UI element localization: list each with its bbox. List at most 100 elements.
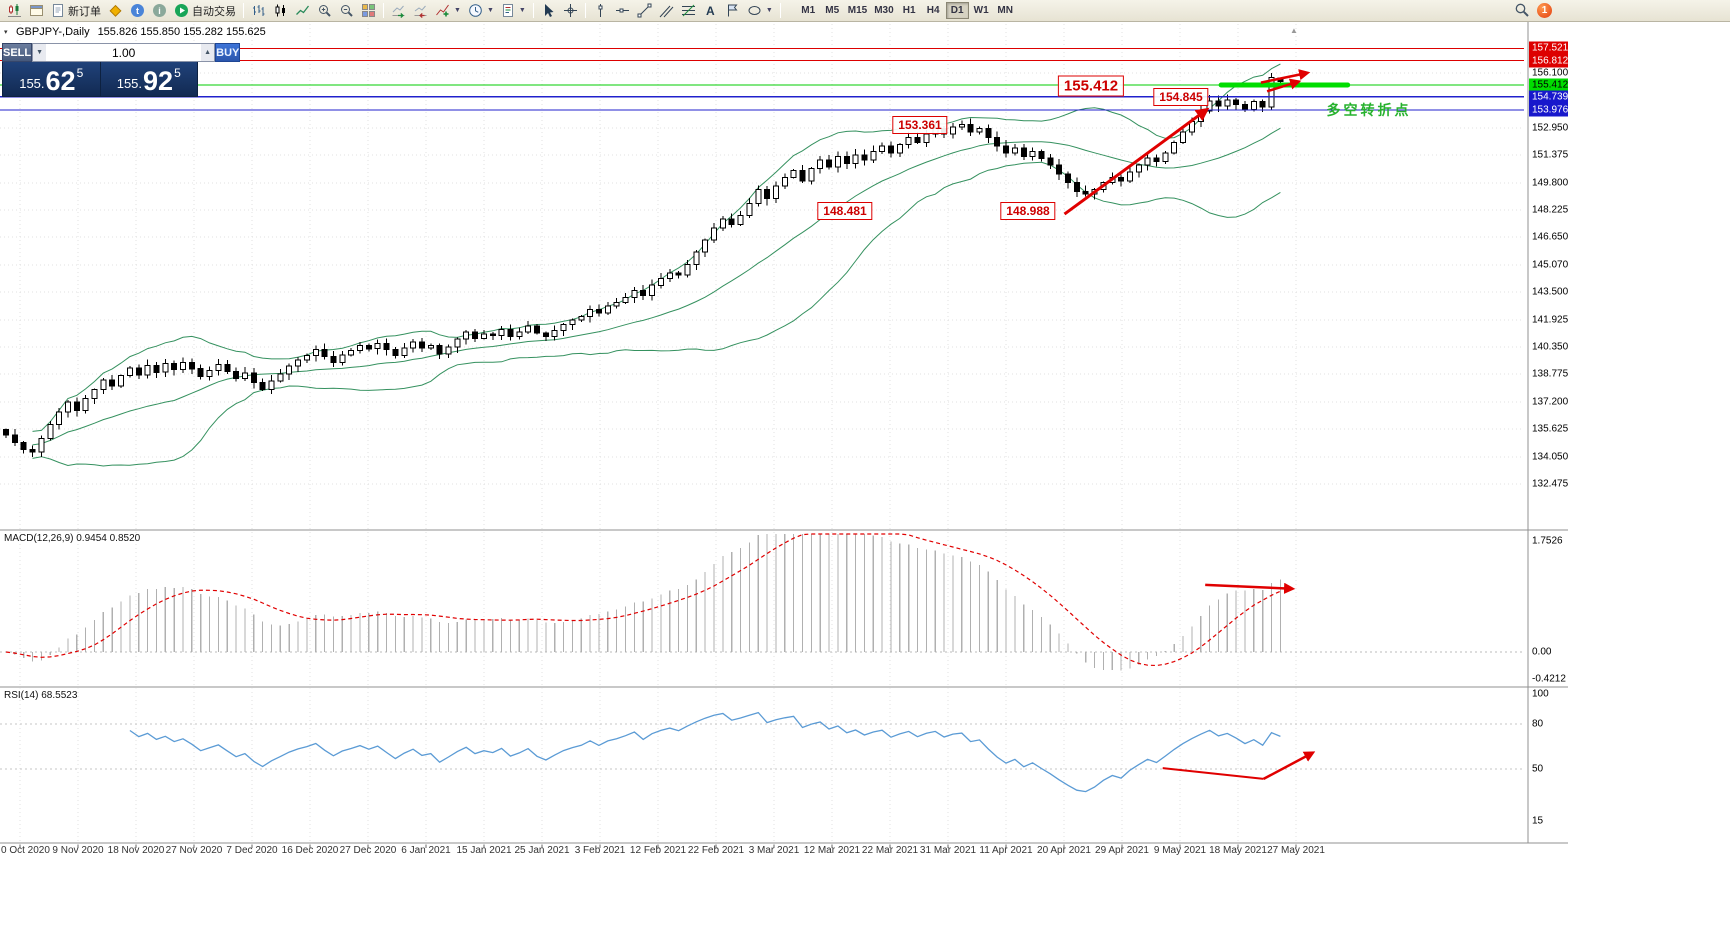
toolbar-separator bbox=[584, 3, 586, 18]
new-order-button[interactable]: 新订单 bbox=[48, 1, 104, 21]
metaeditor-icon[interactable] bbox=[105, 1, 126, 21]
dropdown-caret-icon: ▼ bbox=[765, 7, 773, 14]
trendline-icon bbox=[637, 3, 652, 18]
text-tool[interactable]: A bbox=[700, 1, 721, 21]
timeframe-d1-button[interactable]: D1 bbox=[945, 2, 969, 19]
timeframe-m5-button[interactable]: M5 bbox=[825, 5, 840, 16]
price-tick: 152.950 bbox=[1532, 122, 1569, 134]
periods-menu[interactable]: ▼ bbox=[465, 1, 497, 21]
volume-input[interactable] bbox=[46, 44, 202, 61]
timeframe-m30-button[interactable]: M30 bbox=[874, 5, 894, 16]
new-order-label: 新订单 bbox=[68, 5, 101, 18]
terminal-icon[interactable]: t bbox=[127, 1, 148, 21]
tiles-icon bbox=[362, 4, 375, 17]
template-icon bbox=[502, 4, 513, 17]
date-tick: 18 Nov 2020 bbox=[107, 845, 165, 856]
buy-button[interactable]: BUY bbox=[215, 43, 241, 62]
ellipse-icon bbox=[748, 6, 761, 15]
candlestick-chart-icon[interactable] bbox=[270, 1, 291, 21]
price-tick: 156.100 bbox=[1532, 67, 1569, 79]
price-marker-blue: 153.976 bbox=[1529, 103, 1568, 117]
notification-badge[interactable]: 1 bbox=[1537, 2, 1552, 18]
magnifier-plus-icon bbox=[319, 5, 331, 17]
cursor-icon[interactable] bbox=[538, 1, 559, 21]
label-tool[interactable] bbox=[722, 1, 743, 21]
rsi-label: RSI(14) 68.5523 bbox=[4, 690, 78, 701]
flag-icon bbox=[727, 4, 738, 17]
date-tick: 27 Dec 2020 bbox=[339, 845, 397, 856]
channel-icon bbox=[659, 5, 674, 18]
timeframe-m1-button[interactable]: M1 bbox=[801, 5, 816, 16]
blue-circle-icon: t bbox=[131, 4, 144, 17]
trade-controls-row: SELL ▼ ▲ BUY bbox=[2, 43, 241, 62]
trade-prices-row: 155. 62 5 155. 92 5 bbox=[2, 62, 198, 97]
date-tick: 9 Nov 2020 bbox=[52, 845, 104, 856]
symbol-title: GBPJPY-,Daily bbox=[16, 26, 90, 38]
symbol-collapse-icon[interactable]: ▾ bbox=[4, 29, 8, 36]
new-chart-icon[interactable] bbox=[4, 1, 25, 21]
ohlc-bars-icon bbox=[253, 5, 265, 16]
buy-price-prefix: 155. bbox=[116, 76, 143, 91]
date-tick: 27 Nov 2020 bbox=[165, 845, 223, 856]
date-tick: 6 Jan 2021 bbox=[401, 845, 451, 856]
templates-menu[interactable]: ▼ bbox=[498, 1, 529, 21]
cross-icon bbox=[563, 4, 577, 17]
timeframe-h4-button[interactable]: H4 bbox=[926, 5, 940, 16]
autotrading-button[interactable]: 自动交易 bbox=[171, 1, 239, 21]
rsi-scale-tick: 50 bbox=[1532, 763, 1544, 775]
buy-price[interactable]: 155. 92 5 bbox=[101, 62, 198, 96]
vertical-line-tool[interactable] bbox=[590, 1, 611, 21]
macd-label: MACD(12,26,9) 0.9454 0.8520 bbox=[4, 533, 141, 544]
text-a-icon: A bbox=[705, 3, 715, 18]
zoom-in-icon[interactable] bbox=[314, 1, 335, 21]
zoom-out-icon[interactable] bbox=[336, 1, 357, 21]
chart-workspace: ▾ GBPJPY-,Daily 155.826 155.850 155.282 1… bbox=[0, 22, 1730, 941]
chart-shift-marker: ▲ bbox=[1290, 26, 1298, 35]
indicators-menu[interactable]: ▼ bbox=[432, 1, 464, 21]
price-tick: 148.225 bbox=[1532, 204, 1569, 216]
shapes-menu[interactable]: ▼ bbox=[744, 1, 776, 21]
auto-scroll-icon[interactable] bbox=[388, 1, 409, 21]
macd-scale-tick: 1.7526 bbox=[1532, 535, 1563, 547]
crosshair-icon[interactable] bbox=[560, 1, 581, 21]
timeframe-m15-button[interactable]: M15 bbox=[847, 5, 868, 16]
volume-decrease-button[interactable]: ▼ bbox=[33, 44, 47, 61]
help-icon[interactable]: i bbox=[149, 1, 170, 21]
timeframe-w1-button[interactable]: W1 bbox=[973, 5, 989, 16]
price-tick: 138.775 bbox=[1532, 368, 1569, 380]
date-tick: 29 Apr 2021 bbox=[1095, 845, 1149, 856]
price-tick: 137.200 bbox=[1532, 396, 1569, 408]
sell-price[interactable]: 155. 62 5 bbox=[3, 62, 100, 96]
chart-canvas[interactable] bbox=[0, 22, 1568, 858]
autotrading-label: 自动交易 bbox=[192, 5, 236, 18]
order-doc-icon bbox=[53, 4, 63, 17]
date-tick: 3 Mar 2021 bbox=[748, 845, 800, 856]
channel-tool[interactable] bbox=[656, 1, 677, 21]
date-tick: 12 Feb 2021 bbox=[629, 845, 687, 856]
search-icon[interactable] bbox=[1514, 2, 1530, 18]
sell-price-big: 62 bbox=[45, 66, 76, 96]
fibonacci-tool[interactable] bbox=[678, 1, 699, 21]
sell-button[interactable]: SELL bbox=[2, 43, 33, 62]
price-marker-blue: 154.739 bbox=[1529, 90, 1568, 104]
horizontal-line-tool[interactable] bbox=[612, 1, 633, 21]
timeframe-mn-button[interactable]: MN bbox=[997, 5, 1013, 16]
volume-increase-button[interactable]: ▲ bbox=[201, 44, 215, 61]
line-chart-icon[interactable] bbox=[292, 1, 313, 21]
date-tick: 18 May 2021 bbox=[1209, 845, 1267, 856]
tile-windows-icon[interactable] bbox=[358, 1, 379, 21]
toolbar: 新订单 t i 自动交易 ▼ ▼ ▼ A ▼ M1 M5 M15 bbox=[0, 0, 1730, 22]
chart-shift-icon[interactable] bbox=[410, 1, 431, 21]
symbol-info: GBPJPY-,Daily 155.826 155.850 155.282 155… bbox=[16, 26, 266, 38]
trendline-tool[interactable] bbox=[634, 1, 655, 21]
date-tick: 16 Dec 2020 bbox=[281, 845, 339, 856]
price-tick: 151.375 bbox=[1532, 149, 1569, 161]
dropdown-caret-icon: ▼ bbox=[454, 7, 461, 14]
profiles-icon[interactable] bbox=[26, 1, 47, 21]
indicator-plus-icon bbox=[436, 4, 449, 17]
bar-chart-icon[interactable] bbox=[248, 1, 269, 21]
date-tick: 31 Mar 2021 bbox=[919, 845, 977, 856]
timeframe-h1-button[interactable]: H1 bbox=[902, 5, 916, 16]
price-marker-green: 155.412 bbox=[1529, 78, 1568, 92]
